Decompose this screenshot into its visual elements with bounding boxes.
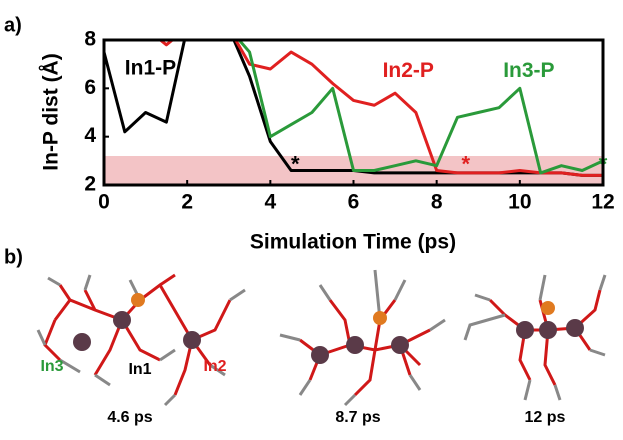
atom-label: In3 xyxy=(40,358,63,375)
x-tick-label: 8 xyxy=(431,191,443,214)
plot-area xyxy=(104,28,603,185)
molecule xyxy=(38,275,245,405)
x-tick-label: 6 xyxy=(348,191,360,214)
snapshot-time: 4.6 ps xyxy=(107,409,152,426)
page: {"chart_data": {"type": "line", "xlabel"… xyxy=(0,0,623,440)
atom-label: In1 xyxy=(128,361,151,378)
snapshot-time: 8.7 ps xyxy=(335,409,380,426)
marker: * xyxy=(291,152,300,177)
y-tick-label: 2 xyxy=(84,173,96,196)
molecule xyxy=(280,270,445,405)
y-axis-label: In-P dist (Å) xyxy=(39,53,63,170)
y-tick-label: 6 xyxy=(84,76,96,99)
x-tick-label: 2 xyxy=(181,191,193,214)
series-line xyxy=(104,28,603,175)
marker: * xyxy=(461,152,470,177)
panel-label: a) xyxy=(4,14,22,36)
molecule xyxy=(465,275,605,400)
x-tick-label: 12 xyxy=(591,191,614,214)
series-label: In2-P xyxy=(383,59,434,82)
y-tick-label: 8 xyxy=(84,28,96,51)
y-tick-label: 4 xyxy=(84,124,96,147)
x-tick-label: 0 xyxy=(98,191,110,214)
series-label: In3-P xyxy=(503,59,554,82)
x-tick-label: 10 xyxy=(508,191,531,214)
panel-label: b) xyxy=(4,246,23,268)
series-label: In1-P xyxy=(125,57,176,80)
figure: a) b) Simulation Time (ps) In-P dist (Å)… xyxy=(0,0,623,435)
x-axis-label: Simulation Time (ps) xyxy=(250,231,456,254)
snapshot-time: 12 ps xyxy=(525,409,566,426)
x-tick-label: 4 xyxy=(264,191,276,214)
atom-label: In2 xyxy=(203,358,226,375)
